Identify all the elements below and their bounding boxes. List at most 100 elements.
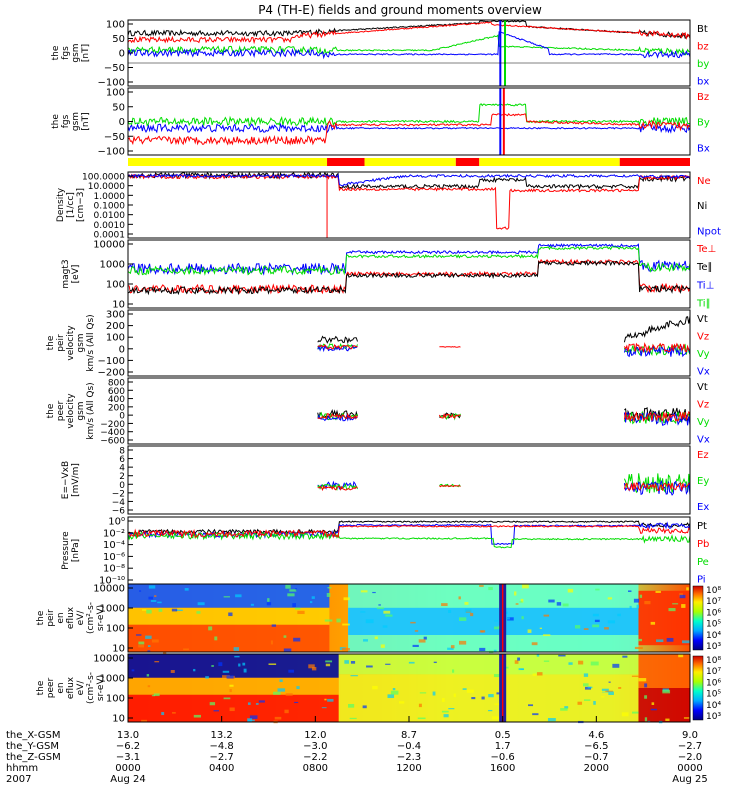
x-tick-label: 1600 [490,763,515,774]
y-axis-label-peer_spec: the peer en eflux eV/(cm²-s-sr-eV) [36,672,106,704]
spectrogram-speckle [650,621,656,625]
spectrogram-speckle [592,613,599,617]
x-tick-label: 0000 [677,763,702,774]
y-axis-label-line: gsm [76,333,86,352]
y-axis-label-line: [cm−3] [76,188,86,222]
spectrogram-speckle [447,647,454,650]
spectrogram-speckle [628,590,632,593]
spectrogram-speckle [287,593,295,597]
y-axis-label-line: sr-eV) [96,605,106,631]
legend-label-By: By [697,118,710,129]
spectrogram-speckle [496,692,501,695]
spectrogram-speckle [145,635,152,639]
spectrogram-speckle [243,668,247,673]
y-axis-label-efield: E=−VxB [mV/m] [61,461,81,499]
spectrogram-speckle [163,651,167,656]
legend-label-Vx: Vx [697,367,710,378]
ne-line [127,173,691,230]
spectrogram-speckle [453,693,456,698]
spectrogram-speckle [250,603,254,606]
y-axis-label-line: the [51,45,61,60]
spectrogram-speckle [374,636,378,640]
legend-label-Pb: Pb [697,539,709,550]
spectrogram-speckle [578,660,584,665]
y-tick-label: −50 [104,63,125,74]
spectrogram-speckle [441,698,445,702]
npot-line [127,173,691,187]
y-tick-label: 10 [112,644,125,655]
spectrogram-speckle [678,654,684,658]
panel-frame-peer_velocity [127,377,691,445]
y-tick-label: 0.1000 [94,202,126,212]
legend-label-Npot: Npot [697,226,721,237]
spectrogram-speckle [350,661,356,664]
spectrogram-speckle [531,642,538,646]
vz-line [317,343,358,350]
spectrogram-speckle [481,696,485,700]
spectrogram-speckle [171,608,178,612]
spectrogram-speckle [146,674,150,677]
spectrogram-speckle [327,698,334,702]
vz-line [439,346,461,348]
y-tick-label: 100 [106,20,125,31]
spectrogram-speckle [683,717,690,719]
spectrogram-speckle [218,662,223,667]
spectrogram-speckle [621,712,629,717]
ti-perp-line [127,243,691,276]
spectrogram-speckle [562,603,569,607]
spectrogram-speckle [283,648,292,653]
legend-label-Bx: Bx [697,143,710,154]
spectrogram-speckle [583,683,589,687]
spectrogram-speckle [277,688,286,692]
legend-label-Vt: Vt [697,382,708,393]
y-axis-label-line: [1/cc] [66,192,76,218]
spectrogram-speckle [595,588,600,591]
y-tick-label: 0 [119,481,125,491]
spectrogram-speckle [279,679,283,683]
spectrogram-speckle [419,692,427,694]
spectrogram-speckle [255,703,259,705]
x-tick-label: −0.7 [584,752,608,763]
y-tick-label: −400 [100,428,125,438]
y-tick-label: 1.0000 [94,192,126,202]
spectrogram-speckle [666,637,674,642]
legend-label-Pe: Pe [697,557,709,568]
spectrogram-speckle [608,681,611,683]
spectrogram-speckle [139,590,142,592]
y-tick-label: −2 [112,489,125,499]
spectrogram-speckle [193,714,201,718]
spectrogram-speckle [258,700,265,703]
y-axis-label-peir_velocity: the peir velocity gsm km/s (All Qs) [46,314,96,371]
spectrogram-speckle [363,639,368,642]
spectrogram-speckle [211,665,214,667]
spectrogram-speckle [560,708,568,711]
spectrogram-speckle [644,600,651,605]
spectrogram-speckle [311,596,315,599]
spectrogram-speckle [592,624,600,628]
y-tick-label: 10⁻² [103,528,125,539]
y-tick-label: 100 [106,88,125,99]
y-tick-label: 10⁻⁸ [103,564,125,575]
legend-label-Ti∥: Ti∥ [696,299,711,310]
spectrogram-speckle [131,669,135,672]
spectrogram-speckle [410,621,416,624]
spectrogram-speckle [493,649,497,653]
spectrogram-speckle [170,669,175,673]
spectrogram-speckle [146,609,152,614]
spectrogram-speckle [471,697,476,700]
by2-line [127,103,691,127]
spectrogram-speckle [283,635,287,638]
y-axis-label-line: the [46,403,56,418]
spectrogram-speckle [672,603,679,605]
spectrogram-speckle [383,610,391,614]
x-tick-label: −2.7 [678,741,702,752]
y-axis-label-line: peer [46,677,56,698]
spectrogram-speckle [443,714,449,718]
spectrogram-speckle [536,654,540,657]
panel-frame-density [127,171,691,239]
spectrogram-speckle [325,663,331,667]
spectrogram-speckle [238,663,241,667]
spectrogram-speckle [214,636,218,641]
legend-label-Te∥: Te∥ [696,262,713,273]
colorbar-label: 10⁷ [706,597,721,607]
